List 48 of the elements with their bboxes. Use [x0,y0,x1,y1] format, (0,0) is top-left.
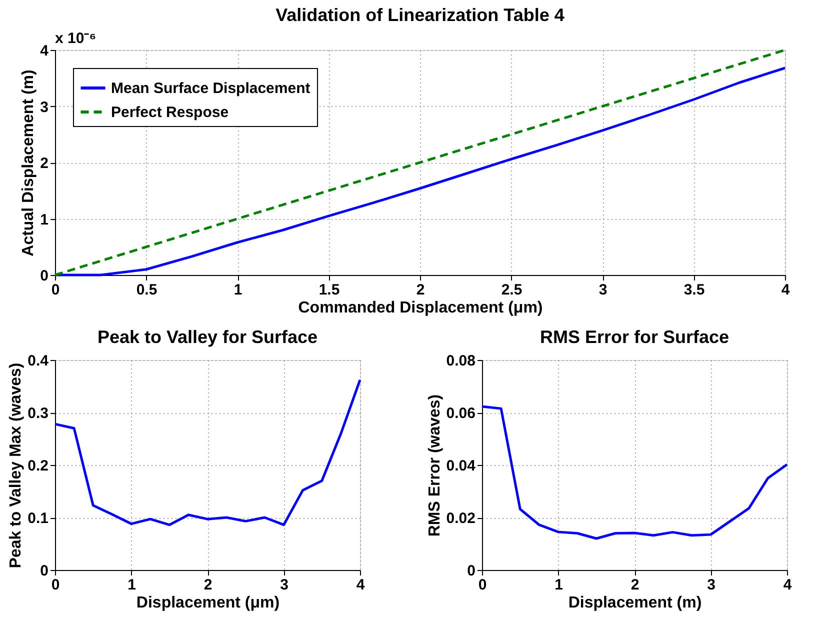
x-tick-label: 3 [598,282,608,298]
x-tick-label: 1 [128,576,136,594]
x-tick-label: 0 [51,576,60,594]
text: x 10⁻⁶ [55,30,96,47]
line-series [480,405,788,540]
y-axis-title: Peak to Valley Max (waves) [8,362,25,568]
y-tick-label: 0 [467,562,476,580]
x-tick-label: 3.5 [684,282,705,298]
y-tick-label: 1 [40,211,48,228]
y-tick-label: 0 [40,268,48,284]
x-axis-title: Displacement (m) [568,594,702,612]
chart-title: Peak to Valley for Surface [97,327,318,347]
y-tick-label: 0.4 [28,352,50,370]
line-series [54,378,362,526]
legend-label: Perfect Respose [111,104,229,121]
chart-title: Validation of Linearization Table 4 [276,5,564,25]
x-tick-label: 4 [783,576,792,594]
y-tick-label: 3 [40,98,48,116]
x-tick-label: 1 [234,282,242,298]
y-axis-title: RMS Error (waves) [426,394,444,537]
x-tick-label: 2 [204,576,212,594]
x-tick-label: 2 [416,282,425,298]
x-axis-title: Commanded Displacement (μm) [298,300,543,316]
y-tick-label: 0.1 [28,510,48,527]
x-tick-label: 2 [630,576,640,594]
y-tick-label: 0.3 [28,405,48,422]
legend-label: Mean Surface Displacement [111,80,310,97]
x-axis-title: Displacement (μm) [136,594,280,612]
x-tick-label: 0.5 [136,282,158,298]
x-tick-label: 3 [280,576,288,594]
x-tick-label: 0 [478,576,487,594]
x-tick-label: 4 [781,282,790,298]
y-tick-label: 0.2 [28,458,48,474]
x-tick-label: 4 [356,576,366,594]
y-tick-label: 0.06 [446,405,476,422]
y-tick-label: 0.02 [446,510,476,527]
x-tick-label: 3 [707,576,716,594]
chart-title: RMS Error for Surface [540,327,730,347]
y-tick-label: 0.04 [446,458,476,474]
x-tick-label: 0 [51,282,60,298]
y-axis-title: Actual Displacement (m) [20,70,38,256]
y-tick-label: 4 [40,42,50,60]
x-tick-label: 1 [554,576,563,594]
x-tick-label: 1.5 [318,282,340,298]
y-tick-label: 0.08 [446,352,476,370]
y-tick-label: 0 [40,562,48,580]
y-tick-label: 2 [40,155,48,172]
x-tick-label: 2.5 [501,282,522,298]
